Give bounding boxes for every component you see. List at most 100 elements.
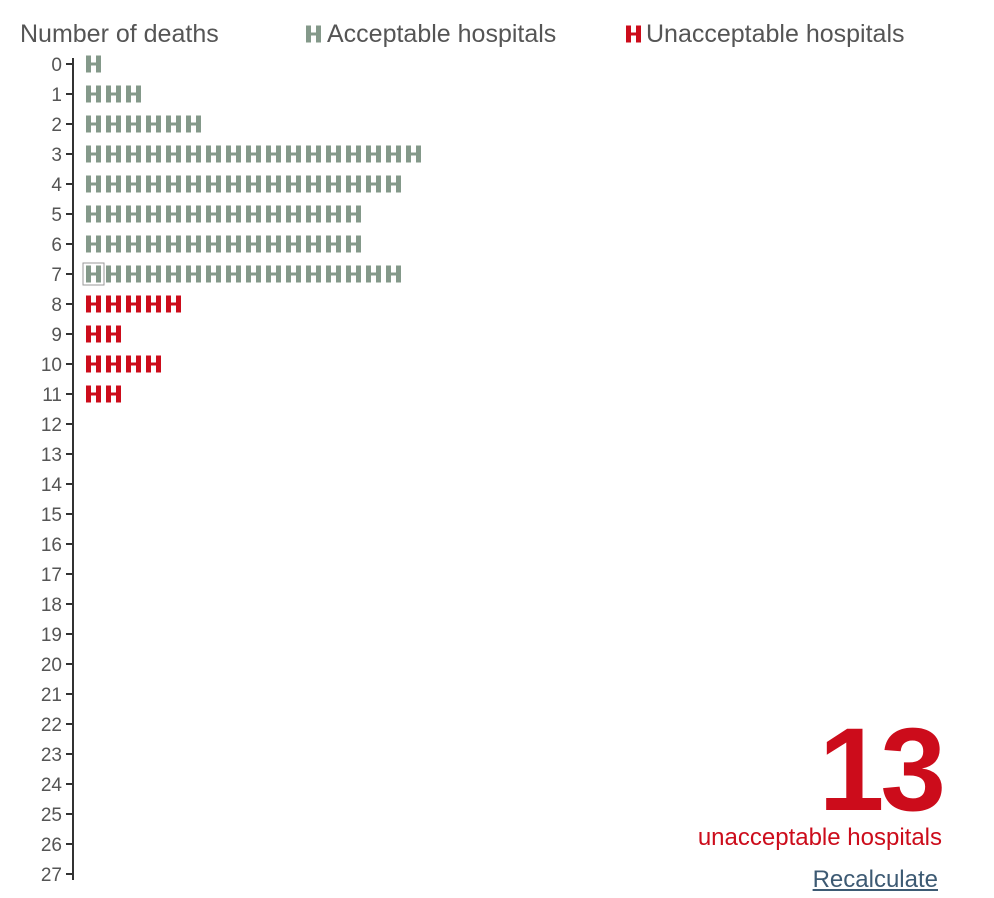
acceptable-hospital-mark	[226, 205, 241, 223]
acceptable-hospital-mark	[326, 205, 341, 223]
acceptable-hospital-mark	[186, 235, 201, 253]
acceptable-hospital-mark	[346, 175, 361, 193]
unacceptable-hospital-mark	[146, 355, 161, 373]
acceptable-hospital-mark	[326, 265, 341, 283]
acceptable-hospital-mark	[106, 205, 121, 223]
legend: Number of deaths Acceptable hospitals Un…	[20, 20, 905, 48]
y-tick-label: 17	[41, 565, 62, 586]
y-tick-label: 0	[51, 55, 62, 76]
acceptable-hospital-mark	[106, 85, 121, 103]
acceptable-hospital-mark	[86, 145, 101, 163]
acceptable-hospital-mark	[126, 85, 141, 103]
acceptable-hospital-mark	[346, 205, 361, 223]
acceptable-hospital-mark	[166, 205, 181, 223]
unacceptable-hospital-mark	[86, 385, 101, 403]
acceptable-hospital-mark	[106, 115, 121, 133]
y-axis: 0123456789101112131415161718192021222324…	[41, 55, 74, 886]
acceptable-hospital-mark	[206, 265, 221, 283]
summary-panel: 13 unacceptable hospitals Recalculate	[697, 711, 946, 894]
y-tick-label: 5	[51, 205, 62, 226]
acceptable-hospital-mark	[206, 175, 221, 193]
recalculate-link[interactable]: Recalculate	[812, 866, 938, 893]
acceptable-hospital-mark	[166, 145, 181, 163]
acceptable-hospital-mark	[126, 265, 141, 283]
unacceptable-hospital-mark	[86, 325, 101, 343]
y-tick-label: 10	[41, 355, 62, 376]
acceptable-hospital-mark	[106, 235, 121, 253]
unacceptable-hospital-mark	[166, 295, 181, 313]
unacceptable-hospital-mark	[106, 355, 121, 373]
acceptable-hospital-mark	[126, 205, 141, 223]
acceptable-hospital-mark	[206, 235, 221, 253]
unacceptable-hospital-mark	[86, 295, 101, 313]
acceptable-hospital-mark	[286, 205, 301, 223]
acceptable-hospital-mark	[226, 265, 241, 283]
y-tick-label: 2	[51, 115, 62, 136]
acceptable-hospital-mark	[146, 205, 161, 223]
unacceptable-hospital-mark	[106, 385, 121, 403]
acceptable-hospital-mark	[406, 145, 421, 163]
y-tick-label: 13	[41, 445, 62, 466]
y-tick-label: 12	[41, 415, 62, 436]
acceptable-hospital-mark	[306, 175, 321, 193]
y-tick-label: 18	[41, 595, 62, 616]
acceptable-hospital-mark	[246, 175, 261, 193]
acceptable-hospital-mark	[166, 115, 181, 133]
selected-hospital-highlight	[82, 262, 105, 286]
acceptable-hospital-mark	[366, 145, 381, 163]
acceptable-hospital-mark	[246, 205, 261, 223]
acceptable-hospital-mark	[266, 145, 281, 163]
y-tick-label: 4	[51, 175, 62, 196]
y-tick-label: 8	[51, 295, 62, 316]
acceptable-hospital-mark	[266, 235, 281, 253]
acceptable-hospital-mark	[326, 145, 341, 163]
acceptable-hospital-mark	[146, 115, 161, 133]
acceptable-hospital-mark	[186, 175, 201, 193]
acceptable-hospital-mark	[106, 265, 121, 283]
acceptable-hospital-mark	[146, 175, 161, 193]
acceptable-hospital-mark	[86, 235, 101, 253]
y-tick-label: 26	[41, 835, 62, 856]
acceptable-hospital-mark	[266, 265, 281, 283]
y-tick-label: 3	[51, 145, 62, 166]
acceptable-hospital-mark	[326, 175, 341, 193]
acceptable-hospital-mark	[326, 235, 341, 253]
y-tick-label: 19	[41, 625, 62, 646]
acceptable-hospital-mark	[146, 265, 161, 283]
acceptable-hospital-mark	[106, 145, 121, 163]
y-tick-label: 14	[41, 475, 63, 496]
acceptable-hospital-mark	[86, 205, 101, 223]
y-tick-label: 7	[51, 265, 62, 286]
unacceptable-hospital-mark	[126, 355, 141, 373]
unacceptable-hospital-mark	[126, 295, 141, 313]
y-tick-label: 9	[51, 325, 62, 346]
legend-acceptable-label: Acceptable hospitals	[327, 20, 556, 48]
y-tick-label: 22	[41, 715, 62, 736]
acceptable-hospital-mark	[386, 265, 401, 283]
acceptable-hospital-mark	[206, 205, 221, 223]
acceptable-hospital-mark	[386, 145, 401, 163]
y-tick-label: 25	[41, 805, 62, 826]
acceptable-hospital-mark	[346, 265, 361, 283]
y-tick-label: 11	[42, 385, 62, 406]
unacceptable-caption: unacceptable hospitals	[697, 824, 942, 851]
acceptable-hospital-mark	[106, 175, 121, 193]
unacceptable-hospital-icon	[626, 25, 641, 43]
acceptable-hospital-mark	[226, 145, 241, 163]
acceptable-hospital-mark	[286, 235, 301, 253]
acceptable-hospital-mark	[166, 175, 181, 193]
acceptable-hospital-mark	[166, 265, 181, 283]
acceptable-hospital-mark	[126, 235, 141, 253]
acceptable-hospital-mark	[186, 145, 201, 163]
acceptable-hospital-mark	[86, 115, 101, 133]
y-tick-label: 21	[41, 685, 62, 706]
acceptable-hospital-mark	[206, 145, 221, 163]
acceptable-hospital-mark	[126, 115, 141, 133]
acceptable-hospital-mark	[286, 265, 301, 283]
acceptable-hospital-icon	[306, 25, 321, 43]
y-tick-label: 27	[41, 865, 62, 886]
acceptable-hospital-mark	[366, 175, 381, 193]
acceptable-hospital-mark	[246, 265, 261, 283]
acceptable-hospital-mark	[166, 235, 181, 253]
